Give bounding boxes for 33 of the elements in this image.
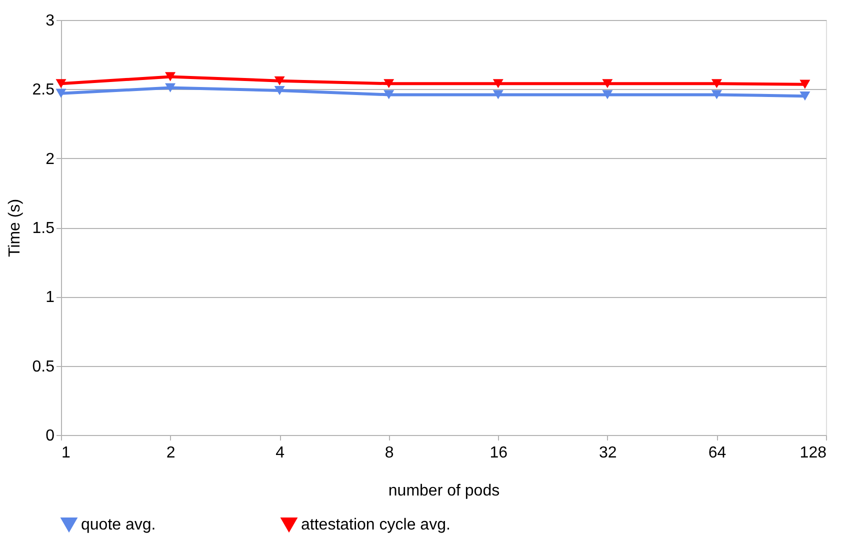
x-tick-label: 64 (708, 444, 726, 462)
x-tick-label: 4 (276, 444, 285, 462)
legend-label: attestation cycle avg. (301, 516, 450, 534)
point (384, 79, 394, 88)
y-tick-label: 2 (46, 150, 55, 168)
point (492, 90, 504, 100)
y-tick-label: 2.5 (32, 82, 55, 99)
point (492, 79, 504, 88)
point (56, 88, 66, 98)
x-tick-label: 8 (384, 444, 394, 462)
y-tick-label: 1.5 (32, 220, 55, 237)
point (711, 79, 722, 88)
y-tick-label: 0.5 (32, 358, 55, 376)
point (711, 90, 722, 100)
x-tick-label: 16 (490, 444, 508, 462)
y-tick-label: 1 (46, 289, 55, 306)
point (274, 76, 285, 86)
point (56, 79, 66, 88)
point (165, 83, 176, 92)
point (274, 86, 285, 96)
x-tick-label: 32 (599, 444, 617, 462)
point (602, 90, 613, 100)
x-tick-label: 1 (62, 444, 70, 462)
legend-label: quote avg. (81, 516, 156, 534)
point (384, 90, 394, 100)
x-axis-title: number of pods (388, 482, 500, 500)
y-axis-title: Time (s) (6, 198, 24, 258)
point (602, 79, 613, 88)
y-tick-label: 3 (46, 12, 55, 30)
x-tick-label: 128 (800, 444, 827, 462)
x-tick-label: 2 (166, 444, 176, 462)
point (165, 72, 176, 82)
y-tick-label: 0 (46, 428, 55, 444)
